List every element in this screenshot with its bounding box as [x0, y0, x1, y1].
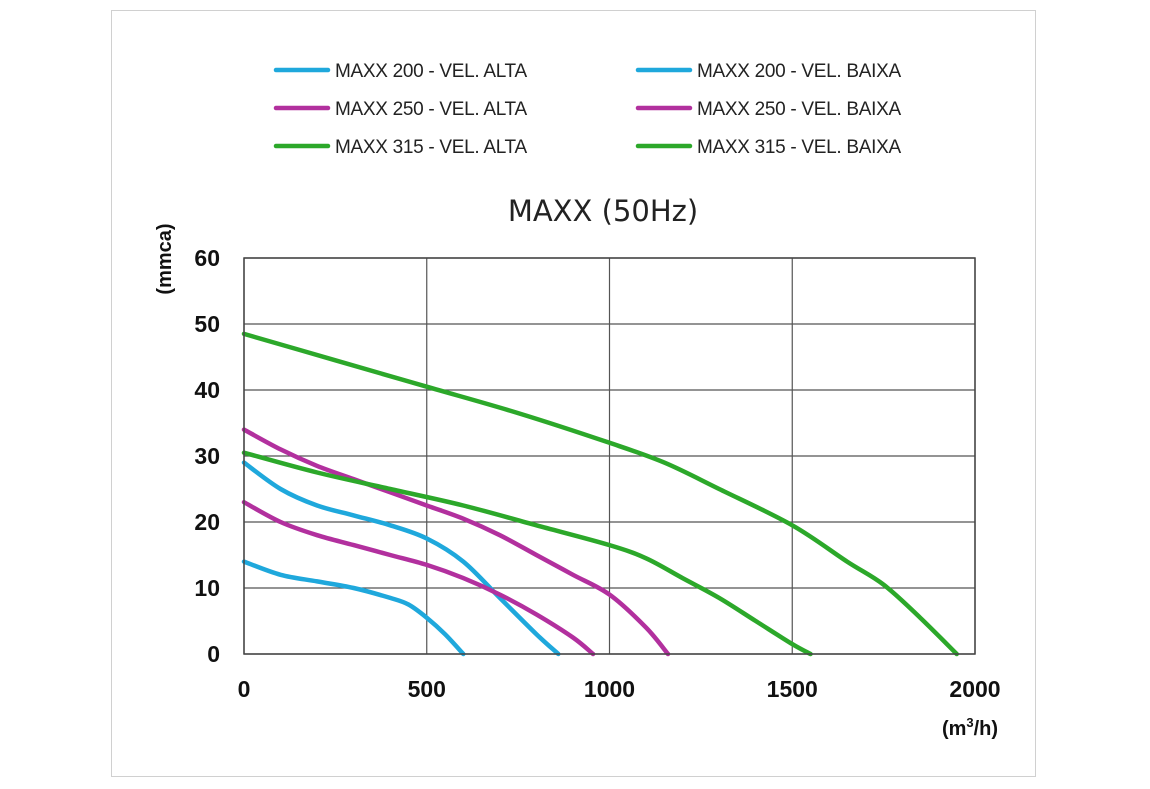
y-tick-labels: 0 10 20 30 40 50 60	[194, 245, 220, 667]
series-line-5	[241, 450, 813, 657]
chart-title: MAXX (50Hz)	[508, 194, 698, 228]
x-axis-label-sup: 3	[966, 715, 973, 730]
x-tick-label-0: 0	[238, 676, 251, 702]
x-axis-label: (m3/h)	[942, 715, 998, 740]
y-tick-label-5: 50	[194, 311, 220, 337]
series-line-4	[241, 331, 959, 657]
x-tick-labels: 0 500 1000 1500 2000	[238, 676, 1001, 702]
series-layer	[241, 331, 959, 657]
plot-border	[243, 257, 976, 655]
x-tick-label-2: 1000	[584, 676, 635, 702]
legend-label-1: MAXX 200 - VEL. BAIXA	[697, 61, 901, 82]
y-tick-label-1: 10	[194, 575, 220, 601]
series-line-0	[241, 460, 561, 657]
legend-label-4: MAXX 315 - VEL. ALTA	[335, 137, 527, 158]
x-tick-label-4: 2000	[949, 676, 1000, 702]
series-line-2	[241, 427, 671, 657]
chart-frame	[111, 10, 1036, 777]
y-tick-label-2: 20	[194, 509, 220, 535]
y-tick-label-6: 60	[194, 245, 220, 271]
legend-label-5: MAXX 315 - VEL. BAIXA	[697, 137, 901, 158]
series-line-3	[241, 499, 596, 657]
y-tick-label-3: 30	[194, 443, 220, 469]
y-tick-label-4: 40	[194, 377, 220, 403]
y-tick-label-0: 0	[207, 641, 220, 667]
legend-label-0: MAXX 200 - VEL. ALTA	[335, 61, 527, 82]
x-axis-label-base: (m	[942, 718, 966, 740]
legend-label-3: MAXX 250 - VEL. BAIXA	[697, 99, 901, 120]
x-axis-label-end: /h)	[974, 718, 998, 740]
legend-label-2: MAXX 250 - VEL. ALTA	[335, 99, 527, 120]
series-line-1	[241, 559, 466, 657]
x-tick-label-1: 500	[408, 676, 446, 702]
legend: MAXX 200 - VEL. ALTA MAXX 200 - VEL. BAIX…	[273, 61, 902, 158]
x-tick-label-3: 1500	[767, 676, 818, 702]
y-axis-label: (mmca)	[154, 223, 176, 294]
